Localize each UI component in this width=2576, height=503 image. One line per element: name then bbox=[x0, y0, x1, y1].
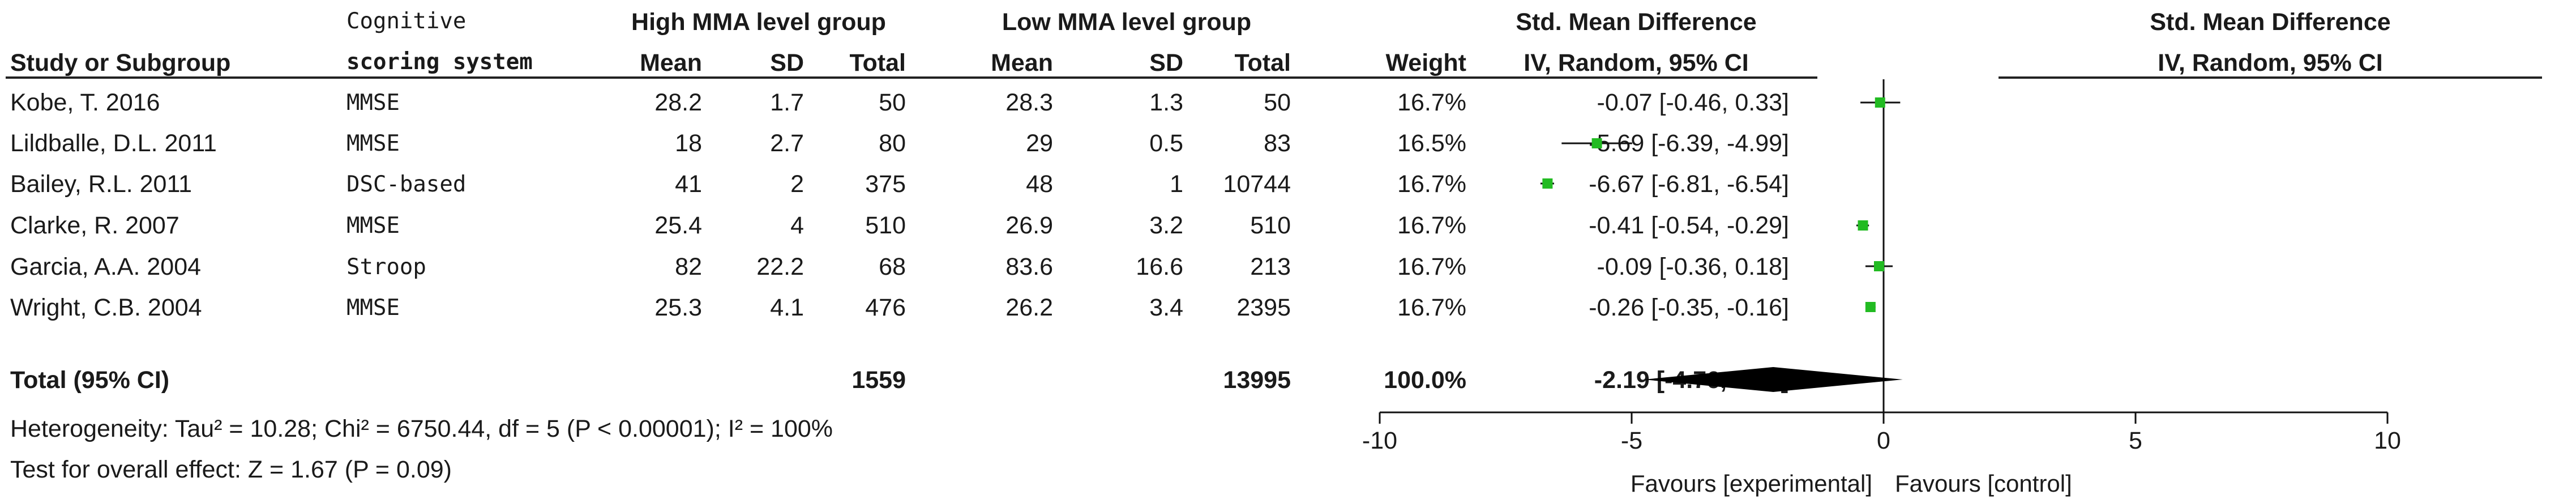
low-group-header: Low MMA level group bbox=[1002, 8, 1252, 36]
pooled-diamond bbox=[1644, 367, 1903, 392]
high-mean: 28.2 bbox=[654, 89, 702, 116]
scoring-system: DSC-based bbox=[346, 172, 467, 197]
low-sd: 3.2 bbox=[1149, 212, 1183, 239]
high-total: 68 bbox=[879, 253, 906, 280]
scoring-system: MMSE bbox=[346, 213, 400, 238]
high-mean: 18 bbox=[675, 130, 702, 157]
smd-ci: -0.09 [-0.36, 0.18] bbox=[1597, 253, 1789, 280]
weight: 16.7% bbox=[1397, 212, 1466, 239]
low-total: 10744 bbox=[1223, 170, 1291, 198]
scoring-system: MMSE bbox=[346, 295, 400, 321]
smd-subheader: IV, Random, 95% CI bbox=[1524, 49, 1749, 76]
low-sd-header: SD bbox=[1149, 49, 1183, 76]
low-mean: 83.6 bbox=[1005, 253, 1053, 280]
overall-effect-text: Test for overall effect: Z = 1.67 (P = 0… bbox=[10, 456, 452, 483]
weight: 16.5% bbox=[1397, 130, 1466, 157]
plot-header-rule bbox=[1999, 76, 2542, 79]
x-tick-label: -10 bbox=[1362, 427, 1397, 454]
low-total: 50 bbox=[1264, 89, 1291, 116]
smd-ci: -0.41 [-0.54, -0.29] bbox=[1589, 212, 1789, 239]
high-sd: 1.7 bbox=[770, 89, 804, 116]
x-tick-label: 5 bbox=[2129, 427, 2142, 454]
study-name: Wright, C.B. 2004 bbox=[10, 294, 202, 321]
low-sd: 0.5 bbox=[1149, 130, 1183, 157]
high-sd: 4 bbox=[790, 212, 804, 239]
smd-header: Std. Mean Difference bbox=[1516, 8, 1757, 36]
study-name: Kobe, T. 2016 bbox=[10, 89, 160, 116]
weight: 16.7% bbox=[1397, 170, 1466, 198]
high-mean: 25.3 bbox=[654, 294, 702, 321]
weight: 16.7% bbox=[1397, 294, 1466, 321]
study-marker bbox=[1542, 178, 1553, 189]
low-total: 2395 bbox=[1236, 294, 1291, 321]
plot-title: Std. Mean Difference bbox=[2150, 8, 2391, 36]
weight: 16.7% bbox=[1397, 253, 1466, 280]
smd-ci: -0.07 [-0.46, 0.33] bbox=[1597, 89, 1789, 116]
low-mean: 48 bbox=[1026, 170, 1053, 198]
study-marker bbox=[1858, 220, 1868, 231]
high-mean: 41 bbox=[675, 170, 702, 198]
high-total: 50 bbox=[879, 89, 906, 116]
study-name: Clarke, R. 2007 bbox=[10, 212, 179, 239]
study-marker bbox=[1591, 138, 1602, 148]
study-marker bbox=[1875, 97, 1885, 108]
total-high-total: 1559 bbox=[851, 366, 906, 394]
high-sd: 2 bbox=[790, 170, 804, 198]
low-sd: 1.3 bbox=[1149, 89, 1183, 116]
high-sd: 2.7 bbox=[770, 130, 804, 157]
high-total: 476 bbox=[865, 294, 906, 321]
high-group-header: High MMA level group bbox=[631, 8, 886, 36]
high-total-header: Total bbox=[849, 49, 906, 76]
low-mean: 28.3 bbox=[1005, 89, 1053, 116]
study-marker bbox=[1865, 302, 1876, 312]
high-mean-header: Mean bbox=[640, 49, 702, 76]
heterogeneity-text: Heterogeneity: Tau² = 10.28; Chi² = 6750… bbox=[10, 415, 833, 442]
x-tick-label: -5 bbox=[1621, 427, 1642, 454]
total-weight: 100.0% bbox=[1384, 366, 1466, 394]
low-mean: 26.2 bbox=[1005, 294, 1053, 321]
smd-ci: -0.26 [-0.35, -0.16] bbox=[1589, 294, 1789, 321]
low-total-header: Total bbox=[1234, 49, 1291, 76]
study-header: Study or Subgroup bbox=[10, 49, 231, 76]
total-label: Total (95% CI) bbox=[10, 366, 170, 394]
low-sd: 16.6 bbox=[1136, 253, 1183, 280]
scoring-system: MMSE bbox=[346, 90, 400, 116]
low-mean: 29 bbox=[1026, 130, 1053, 157]
cognitive-header-line2: scoring system bbox=[346, 49, 533, 75]
low-mean: 26.9 bbox=[1005, 212, 1053, 239]
study-name: Bailey, R.L. 2011 bbox=[10, 170, 192, 198]
x-tick-label: 10 bbox=[2374, 427, 2401, 454]
low-sd: 1 bbox=[1170, 170, 1183, 198]
high-sd: 4.1 bbox=[770, 294, 804, 321]
plot-subtitle: IV, Random, 95% CI bbox=[2158, 49, 2383, 76]
high-mean: 82 bbox=[675, 253, 702, 280]
study-name: Garcia, A.A. 2004 bbox=[10, 253, 202, 280]
low-total: 510 bbox=[1250, 212, 1291, 239]
high-total: 80 bbox=[879, 130, 906, 157]
x-tick-label: 0 bbox=[1877, 427, 1890, 454]
favours-experimental-label: Favours [experimental] bbox=[1631, 470, 1872, 497]
high-sd: 22.2 bbox=[756, 253, 804, 280]
low-total: 213 bbox=[1250, 253, 1291, 280]
scoring-system: Stroop bbox=[346, 254, 426, 280]
header-rule bbox=[6, 76, 1817, 79]
low-total: 83 bbox=[1264, 130, 1291, 157]
high-mean: 25.4 bbox=[654, 212, 702, 239]
high-total: 375 bbox=[865, 170, 906, 198]
high-total: 510 bbox=[865, 212, 906, 239]
smd-ci: -6.67 [-6.81, -6.54] bbox=[1589, 170, 1789, 198]
scoring-system: MMSE bbox=[346, 131, 400, 156]
high-sd-header: SD bbox=[770, 49, 804, 76]
low-mean-header: Mean bbox=[991, 49, 1053, 76]
favours-control-label: Favours [control] bbox=[1895, 470, 2072, 497]
weight: 16.7% bbox=[1397, 89, 1466, 116]
low-sd: 3.4 bbox=[1149, 294, 1183, 321]
study-marker bbox=[1873, 261, 1884, 271]
cognitive-header-line1: Cognitive bbox=[346, 8, 467, 34]
total-low-total: 13995 bbox=[1223, 366, 1291, 394]
weight-header: Weight bbox=[1385, 49, 1466, 76]
study-name: Lildballe, D.L. 2011 bbox=[10, 130, 217, 157]
